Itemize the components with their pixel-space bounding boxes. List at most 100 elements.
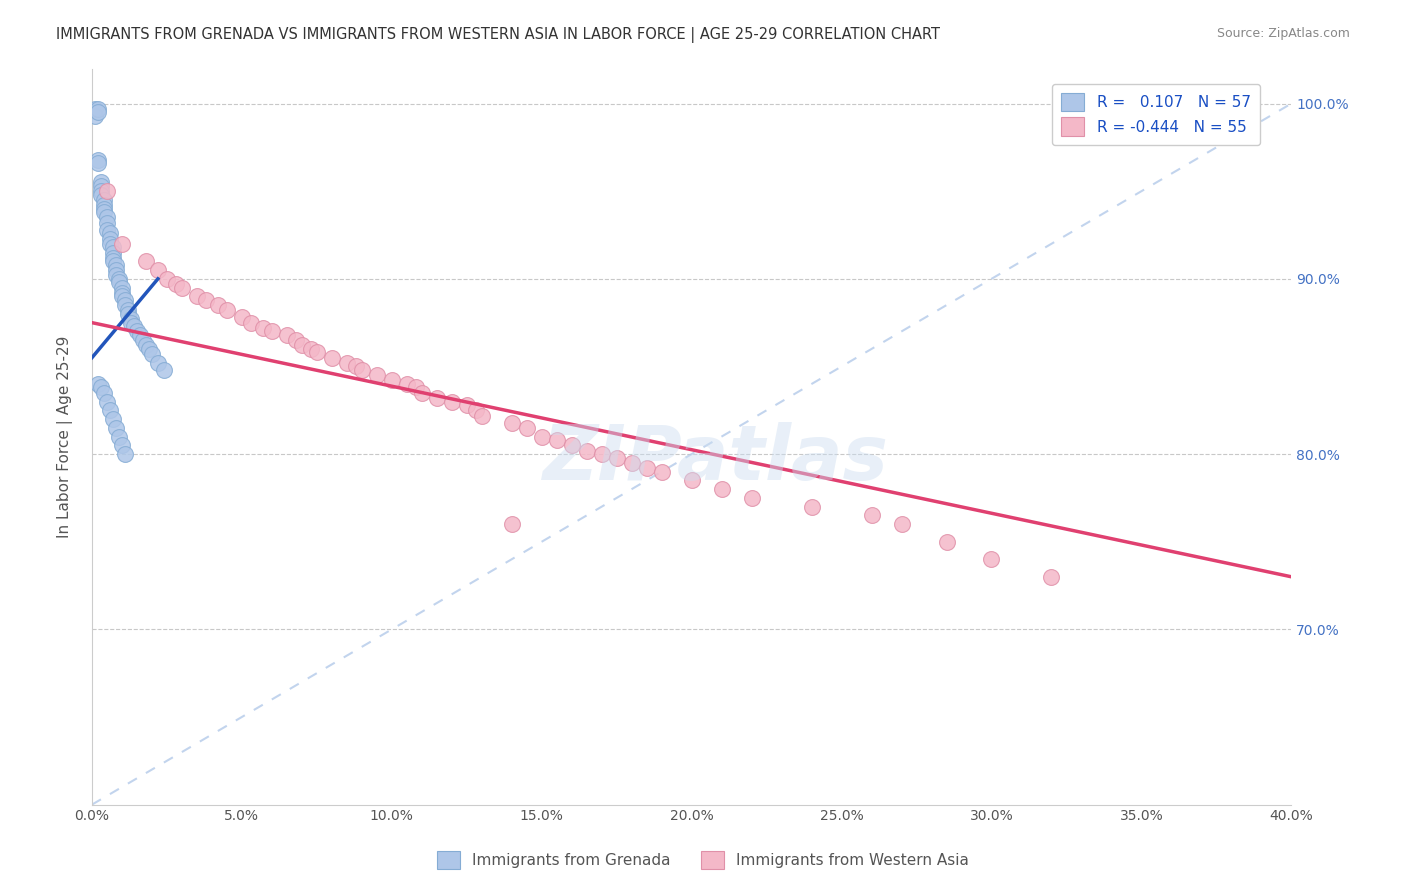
Point bbox=[207, 298, 229, 312]
Point bbox=[93, 385, 115, 400]
Point bbox=[90, 380, 112, 394]
Point bbox=[104, 421, 127, 435]
Point bbox=[114, 298, 136, 312]
Point bbox=[117, 307, 139, 321]
Point bbox=[239, 316, 262, 330]
Point bbox=[120, 312, 142, 326]
Point bbox=[395, 376, 418, 391]
Point bbox=[284, 333, 307, 347]
Point bbox=[84, 102, 107, 116]
Point bbox=[336, 356, 359, 370]
Point bbox=[93, 202, 115, 216]
Point bbox=[108, 276, 131, 290]
Point bbox=[546, 433, 568, 447]
Point bbox=[681, 474, 703, 488]
Point bbox=[101, 254, 124, 268]
Point bbox=[252, 321, 274, 335]
Point bbox=[117, 303, 139, 318]
Point bbox=[194, 293, 217, 307]
Point bbox=[591, 447, 613, 461]
Point bbox=[411, 385, 433, 400]
Point bbox=[108, 272, 131, 286]
Point bbox=[501, 517, 523, 532]
Point bbox=[741, 491, 763, 505]
Point bbox=[111, 438, 134, 452]
Point bbox=[125, 325, 148, 339]
Point bbox=[87, 102, 110, 116]
Point bbox=[305, 345, 328, 359]
Point bbox=[104, 258, 127, 272]
Point bbox=[561, 438, 583, 452]
Point bbox=[980, 552, 1002, 566]
Point bbox=[606, 450, 628, 465]
Point bbox=[276, 327, 298, 342]
Point bbox=[165, 277, 187, 291]
Point bbox=[141, 347, 163, 361]
Point bbox=[96, 223, 118, 237]
Point bbox=[350, 363, 373, 377]
Point bbox=[101, 245, 124, 260]
Point bbox=[98, 403, 121, 417]
Point bbox=[98, 227, 121, 241]
Point bbox=[98, 236, 121, 251]
Point bbox=[111, 285, 134, 300]
Point bbox=[120, 316, 142, 330]
Point bbox=[132, 333, 155, 347]
Point bbox=[87, 376, 110, 391]
Legend: R =   0.107   N = 57, R = -0.444   N = 55: R = 0.107 N = 57, R = -0.444 N = 55 bbox=[1052, 84, 1260, 145]
Point bbox=[516, 421, 538, 435]
Point bbox=[93, 198, 115, 212]
Point bbox=[96, 211, 118, 225]
Point bbox=[84, 109, 107, 123]
Point bbox=[129, 327, 152, 342]
Point bbox=[87, 105, 110, 120]
Point bbox=[651, 465, 673, 479]
Point bbox=[104, 268, 127, 283]
Point bbox=[111, 280, 134, 294]
Y-axis label: In Labor Force | Age 25-29: In Labor Force | Age 25-29 bbox=[58, 335, 73, 538]
Point bbox=[156, 272, 179, 286]
Point bbox=[471, 409, 494, 423]
Point bbox=[111, 289, 134, 303]
Point bbox=[101, 251, 124, 265]
Point bbox=[530, 429, 553, 443]
Point bbox=[96, 216, 118, 230]
Point bbox=[186, 289, 208, 303]
Point bbox=[96, 394, 118, 409]
Point bbox=[114, 293, 136, 307]
Point bbox=[426, 391, 449, 405]
Point bbox=[111, 236, 134, 251]
Point bbox=[153, 363, 176, 377]
Point bbox=[90, 176, 112, 190]
Point bbox=[146, 263, 169, 277]
Point bbox=[90, 187, 112, 202]
Point bbox=[101, 412, 124, 426]
Point bbox=[108, 429, 131, 443]
Point bbox=[138, 342, 160, 356]
Point bbox=[260, 325, 283, 339]
Point bbox=[860, 508, 883, 523]
Point bbox=[215, 303, 238, 318]
Point bbox=[98, 231, 121, 245]
Point bbox=[135, 254, 157, 268]
Text: Source: ZipAtlas.com: Source: ZipAtlas.com bbox=[1216, 27, 1350, 40]
Legend: Immigrants from Grenada, Immigrants from Western Asia: Immigrants from Grenada, Immigrants from… bbox=[430, 845, 976, 875]
Point bbox=[87, 156, 110, 170]
Point bbox=[1040, 570, 1063, 584]
Point bbox=[299, 342, 322, 356]
Point bbox=[456, 398, 478, 412]
Point bbox=[935, 534, 957, 549]
Point bbox=[90, 178, 112, 193]
Point bbox=[321, 351, 343, 365]
Point bbox=[405, 380, 427, 394]
Point bbox=[366, 368, 388, 383]
Point bbox=[93, 193, 115, 207]
Point bbox=[440, 394, 463, 409]
Point bbox=[90, 184, 112, 198]
Point bbox=[87, 153, 110, 167]
Point bbox=[800, 500, 823, 514]
Point bbox=[122, 319, 145, 334]
Point bbox=[170, 280, 193, 294]
Point bbox=[501, 416, 523, 430]
Point bbox=[104, 263, 127, 277]
